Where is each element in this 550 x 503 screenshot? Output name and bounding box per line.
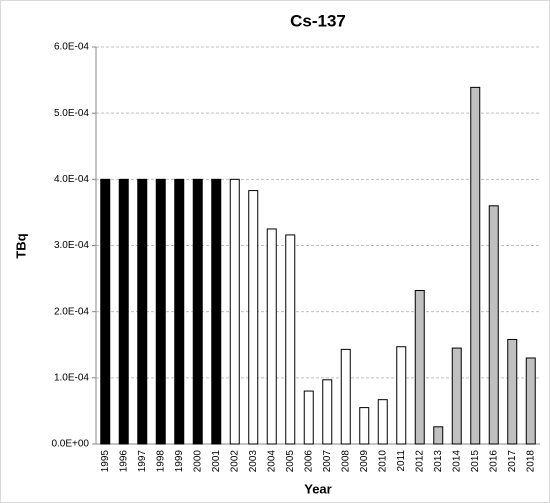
bar bbox=[377, 399, 388, 445]
chart-title: Cs-137 bbox=[290, 11, 346, 30]
bar bbox=[396, 346, 407, 445]
x-tick-label: 2004 bbox=[266, 450, 277, 473]
x-tick-label: 1995 bbox=[100, 450, 111, 473]
bar bbox=[174, 178, 185, 445]
x-tick-label: 2017 bbox=[507, 450, 518, 473]
bar bbox=[137, 178, 148, 445]
x-tick-label: 1996 bbox=[118, 450, 129, 473]
bar bbox=[322, 379, 333, 445]
x-tick-label: 2010 bbox=[377, 450, 388, 473]
x-tick-label: 1999 bbox=[174, 450, 185, 473]
x-tick-label: 2015 bbox=[470, 450, 481, 473]
bar bbox=[155, 178, 166, 445]
x-tick-label: 2016 bbox=[488, 450, 499, 473]
bar bbox=[340, 348, 351, 445]
x-tick-label: 2001 bbox=[211, 450, 222, 473]
bar bbox=[433, 426, 444, 445]
bar bbox=[229, 178, 240, 445]
bar bbox=[303, 390, 314, 445]
y-tick-label: 2.0E-04 bbox=[54, 306, 89, 317]
x-tick-label: 2002 bbox=[229, 450, 240, 473]
y-tick-label: 6.0E-04 bbox=[54, 42, 89, 53]
bar bbox=[414, 289, 425, 445]
x-tick-label: 2005 bbox=[285, 450, 296, 473]
y-tick-label: 3.0E-04 bbox=[54, 240, 89, 251]
bar bbox=[266, 228, 277, 445]
x-tick-label: 2006 bbox=[303, 450, 314, 473]
bar bbox=[359, 407, 370, 445]
bar bbox=[248, 190, 259, 445]
x-tick-label: 1997 bbox=[137, 450, 148, 473]
bar bbox=[507, 338, 518, 445]
y-tick-label: 4.0E-04 bbox=[54, 174, 89, 185]
x-tick-label: 2011 bbox=[396, 450, 407, 472]
bar bbox=[488, 205, 499, 445]
x-tick-label: 2012 bbox=[414, 450, 425, 473]
x-tick-label: 2009 bbox=[359, 450, 370, 473]
x-tick-label: 2013 bbox=[433, 450, 444, 473]
bar bbox=[285, 234, 296, 445]
y-axis-label: TBq bbox=[13, 233, 28, 258]
bar bbox=[470, 86, 481, 445]
bar bbox=[451, 347, 462, 445]
x-tick-label: 2003 bbox=[248, 450, 259, 473]
x-tick-label: 2000 bbox=[192, 450, 203, 473]
x-tick-label: 1998 bbox=[155, 450, 166, 473]
y-tick-label: 1.0E-04 bbox=[54, 372, 89, 383]
y-tick-label: 0.0E+00 bbox=[51, 439, 89, 450]
bar bbox=[100, 178, 111, 445]
bar bbox=[211, 178, 222, 445]
bar bbox=[118, 178, 129, 445]
bar bbox=[192, 178, 203, 445]
x-tick-label: 2014 bbox=[451, 450, 462, 473]
x-axis-label: Year bbox=[304, 481, 331, 496]
bar bbox=[525, 357, 536, 445]
x-tick-label: 2007 bbox=[322, 450, 333, 473]
x-tick-label: 2018 bbox=[525, 450, 536, 473]
y-tick-label: 5.0E-04 bbox=[54, 108, 89, 119]
x-tick-label: 2008 bbox=[340, 450, 351, 473]
